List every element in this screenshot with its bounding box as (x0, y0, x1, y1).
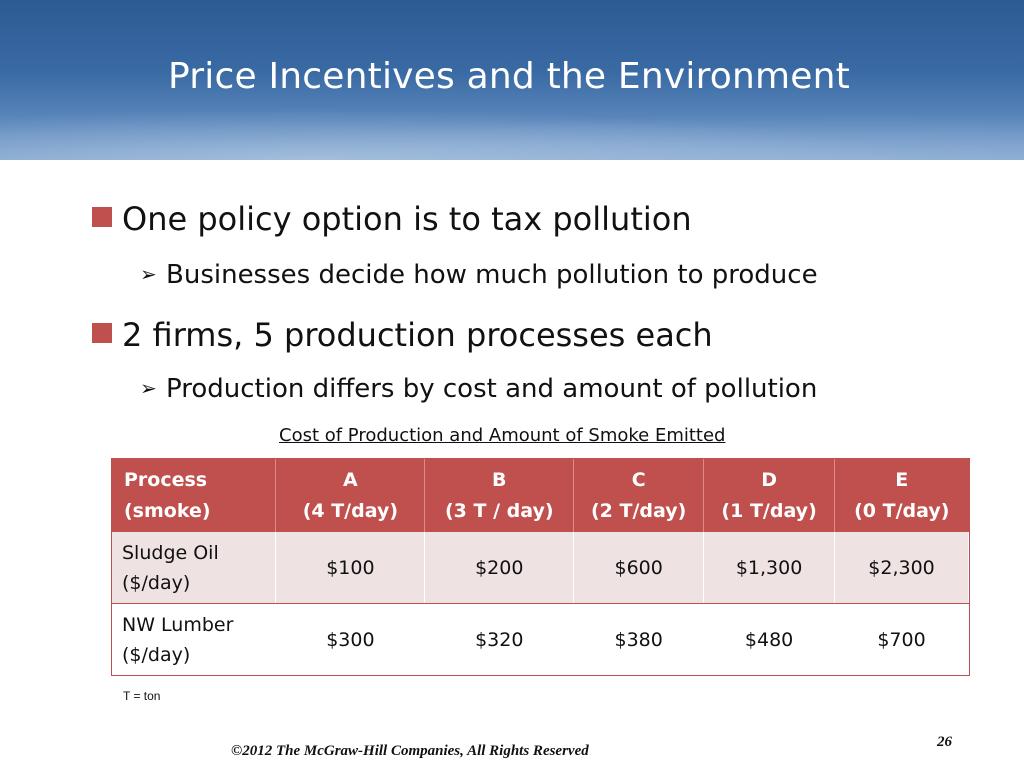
table-cell: $300 (275, 603, 426, 675)
header-cell: B (3 T / day) (424, 459, 575, 532)
copyright-footer: ©2012 The McGraw-Hill Companies, All Rig… (231, 743, 589, 759)
bullet-level1: 2 firms, 5 production processes each (92, 316, 713, 354)
sky-background (0, 100, 1024, 160)
table-row: NW Lumber ($/day) $300 $320 $380 $480 $70… (112, 603, 969, 675)
cost-table: Process (smoke) A (4 T/day) B (3 T / day) C… (111, 458, 970, 676)
red-square-icon (92, 207, 112, 227)
bullet-text: 2 firms, 5 production processes each (122, 316, 713, 354)
table-cell: $2,300 (834, 532, 969, 604)
table-cell: $200 (424, 532, 575, 604)
bullet-level2: ➢ Production differs by cost and amount o… (140, 374, 817, 404)
table-cell: $480 (703, 603, 836, 675)
bullet-text: Businesses decide how much pollution to … (166, 260, 818, 290)
header-cell: A (4 T/day) (275, 459, 426, 532)
table-cell: $100 (275, 532, 426, 604)
header-cell: C (2 T/day) (573, 459, 705, 532)
arrow-right-icon: ➢ (140, 376, 157, 400)
red-square-icon (92, 323, 112, 343)
bullet-level1: One policy option is to tax pollution (92, 200, 692, 238)
table-cell: $320 (424, 603, 575, 675)
header-cell: Process (smoke) (112, 459, 277, 532)
bullet-text: One policy option is to tax pollution (122, 200, 692, 238)
table-caption: Cost of Production and Amount of Smoke E… (279, 425, 726, 446)
header-cell: D (1 T/day) (703, 459, 836, 532)
slide-title: Price Incentives and the Environment (168, 56, 850, 97)
table-cell: $600 (573, 532, 705, 604)
table-header-row: Process (smoke) A (4 T/day) B (3 T / day) C… (112, 459, 969, 532)
table-row: Sludge Oil ($/day) $100 $200 $600 $1,300 … (112, 532, 969, 604)
table-cell: $700 (834, 603, 969, 675)
row-label: Sludge Oil ($/day) (112, 532, 277, 604)
table-cell: $1,300 (703, 532, 836, 604)
bullet-level2: ➢ Businesses decide how much pollution to… (140, 260, 818, 290)
bullet-text: Production differs by cost and amount of… (166, 374, 818, 404)
page-number: 26 (937, 734, 952, 750)
table-note: T = ton (123, 689, 161, 703)
header-cell: E (0 T/day) (834, 459, 969, 532)
row-label: NW Lumber ($/day) (112, 603, 277, 675)
table-cell: $380 (573, 603, 705, 675)
header-banner: Price Incentives and the Environment (0, 0, 1024, 160)
arrow-right-icon: ➢ (140, 262, 157, 286)
